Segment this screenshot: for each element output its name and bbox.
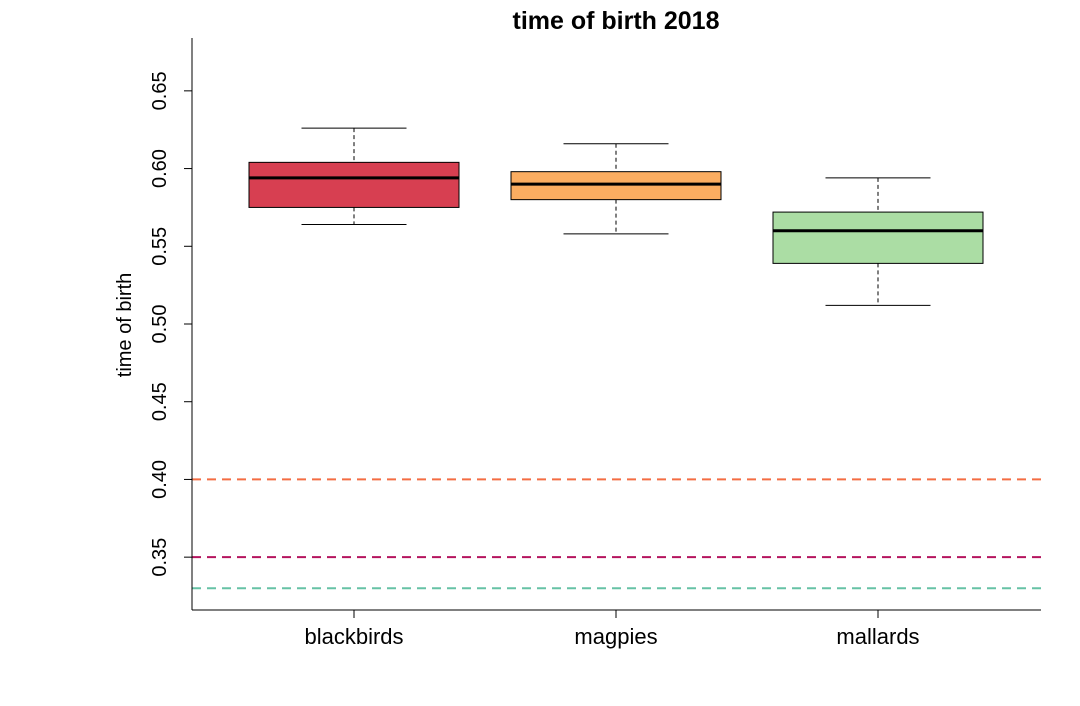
box-body bbox=[510, 171, 722, 201]
y-tick-label: 0.45 bbox=[149, 382, 171, 421]
boxes bbox=[248, 127, 984, 306]
y-tick-label: 0.40 bbox=[149, 460, 171, 499]
x-tick-label: magpies bbox=[574, 624, 657, 649]
y-tick-label: 0.65 bbox=[149, 71, 171, 110]
y-tick-label: 0.35 bbox=[149, 538, 171, 577]
reference-lines bbox=[192, 478, 1041, 590]
y-tick-label: 0.60 bbox=[149, 149, 171, 188]
chart-title: time of birth 2018 bbox=[513, 7, 720, 35]
box-magpies bbox=[510, 143, 722, 235]
y-tick-label: 0.50 bbox=[149, 305, 171, 344]
box-body bbox=[248, 161, 460, 208]
x-tick-label: mallards bbox=[836, 624, 919, 649]
axes: 0.35 0.40 0.45 0.50 0.55 0.60 0.65 blackbirds ma… bbox=[149, 38, 1041, 649]
box-blackbirds bbox=[248, 127, 460, 226]
box-mallards bbox=[772, 177, 984, 306]
y-axis-label: time of birth bbox=[114, 273, 136, 377]
box-body bbox=[772, 211, 984, 264]
y-tick-label: 0.55 bbox=[149, 227, 171, 266]
x-tick-label: blackbirds bbox=[304, 624, 403, 649]
